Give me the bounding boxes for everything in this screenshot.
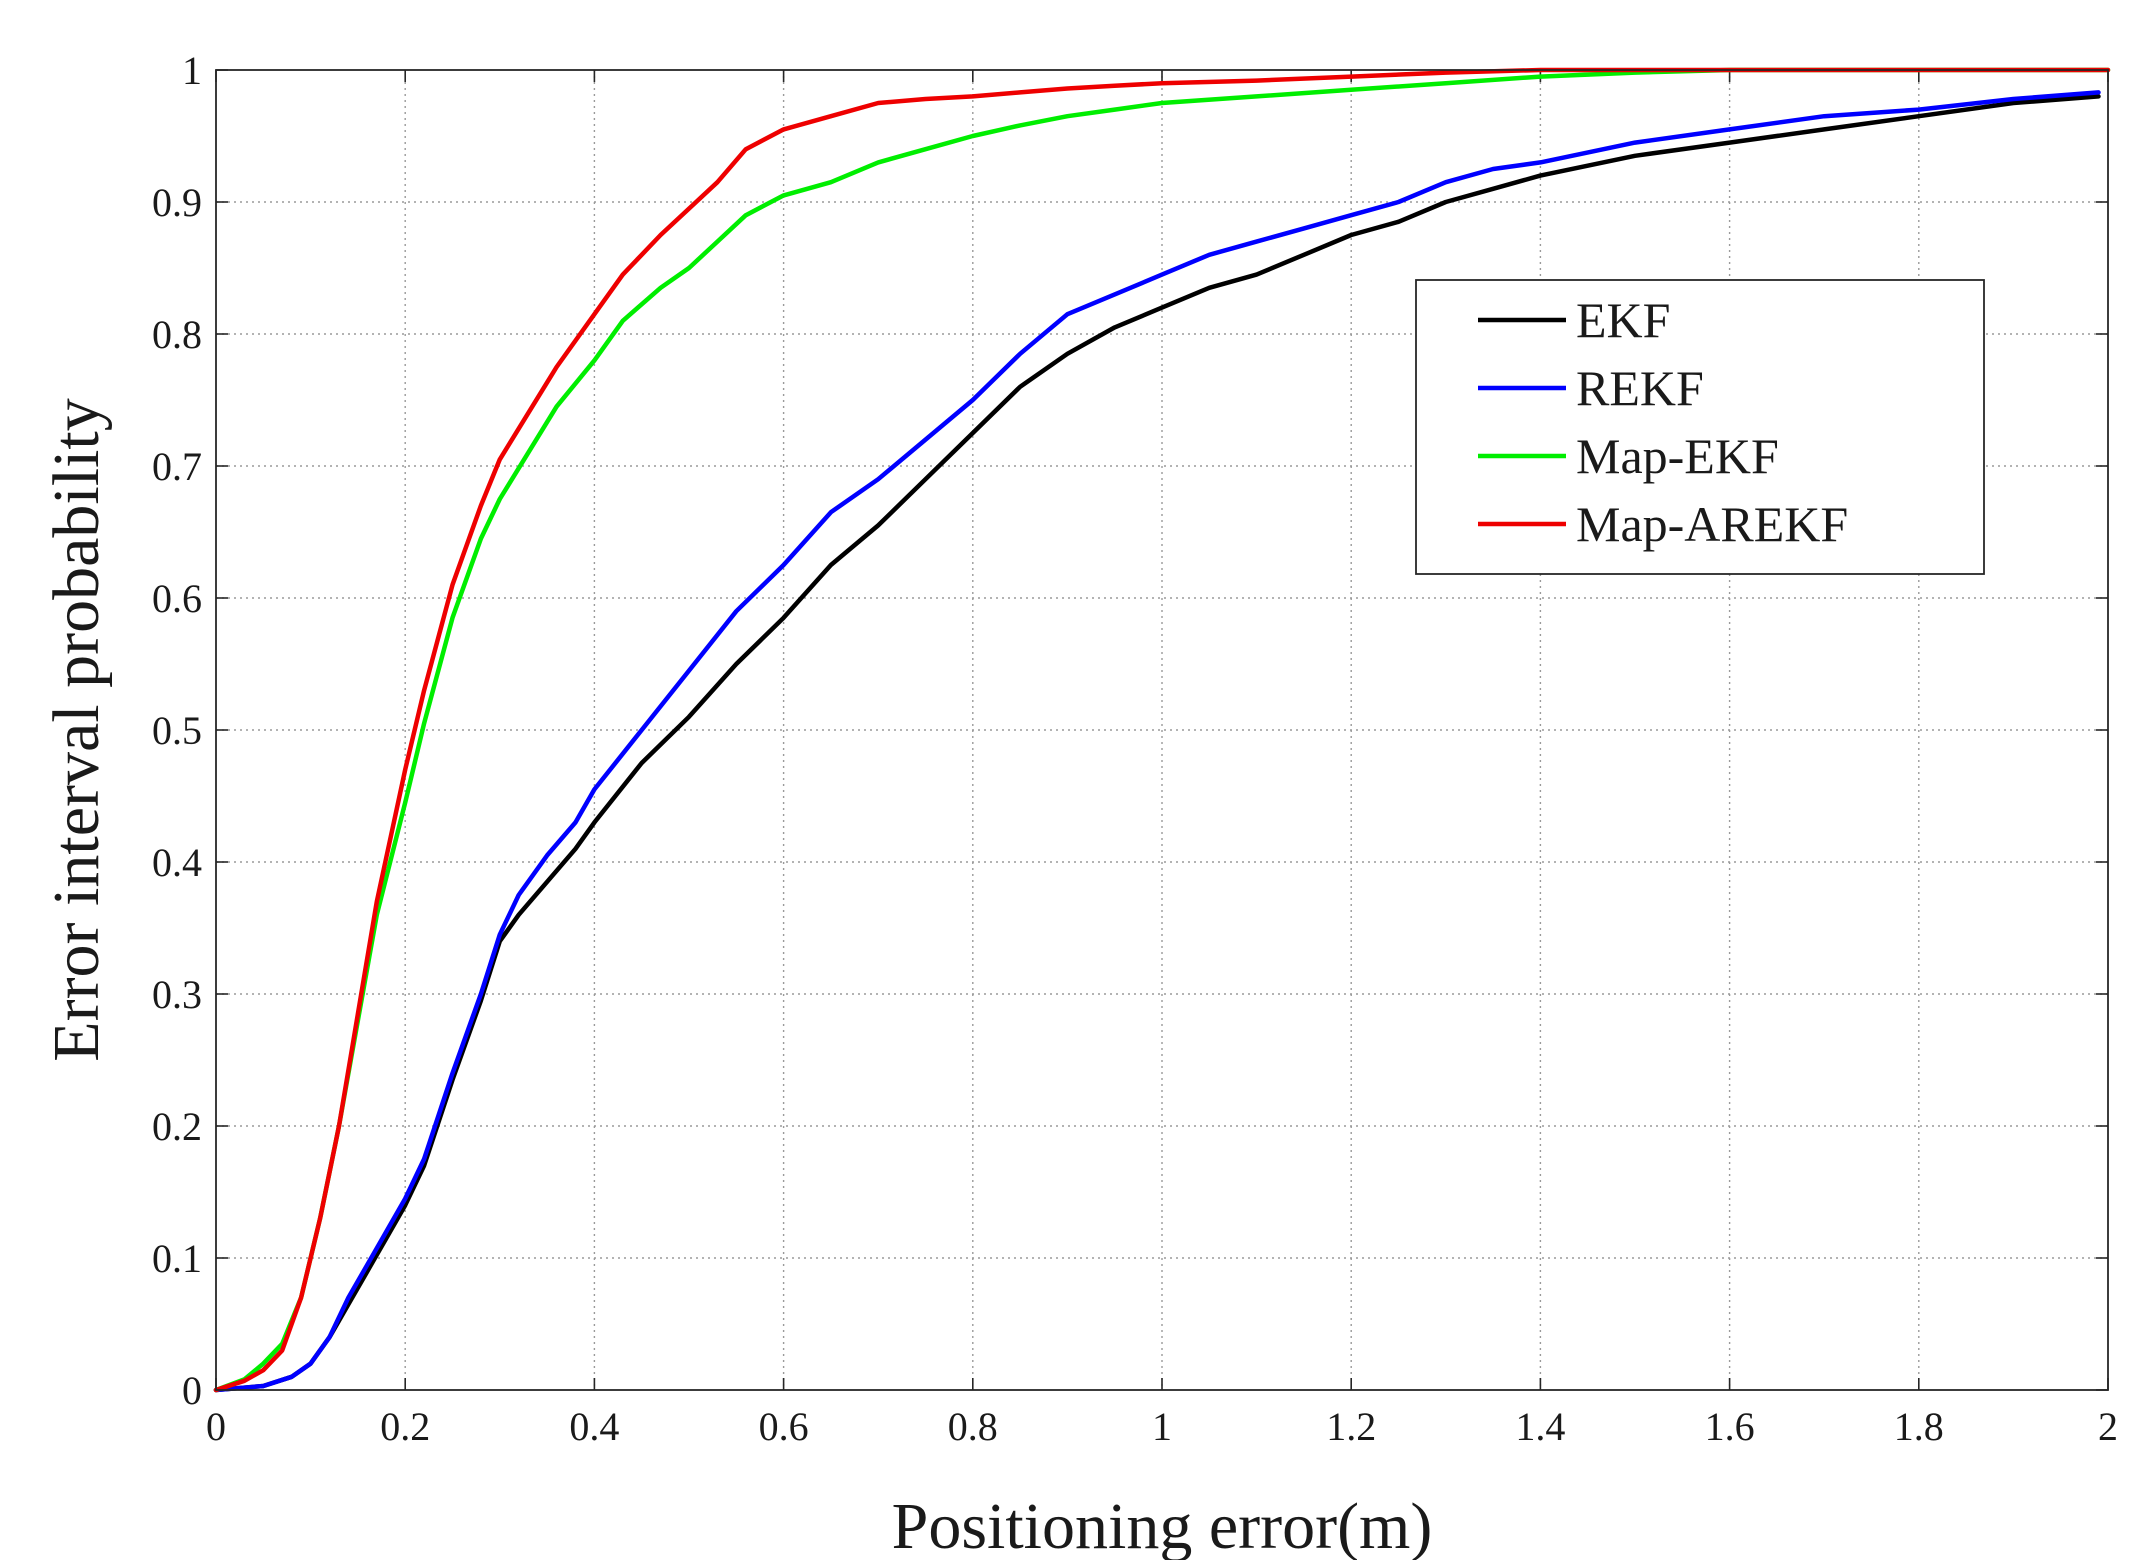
y-tick-label: 0.3 — [152, 972, 202, 1017]
y-tick-label: 0.5 — [152, 708, 202, 753]
legend-label-map-arekf: Map-AREKF — [1576, 496, 1848, 552]
y-tick-label: 0.8 — [152, 312, 202, 357]
y-tick-label: 0.9 — [152, 180, 202, 225]
grid-lines — [216, 70, 2108, 1390]
x-tick-label: 0.2 — [380, 1404, 430, 1449]
x-tick-label: 1.6 — [1705, 1404, 1755, 1449]
x-tick-label: 1.2 — [1326, 1404, 1376, 1449]
y-tick-label: 0.1 — [152, 1236, 202, 1281]
legend-label-rekf: REKF — [1576, 360, 1704, 416]
series-line-rekf — [213, 90, 2101, 1393]
x-axis-title: Positioning error(m) — [892, 1490, 1433, 1560]
tick-marks — [215, 69, 2109, 1391]
x-tick-label: 0 — [206, 1404, 226, 1449]
series-line-ekf — [213, 94, 2101, 1393]
x-tick-label: 1 — [1152, 1404, 1172, 1449]
x-tick-label: 2 — [2098, 1404, 2118, 1449]
x-tick-label: 0.6 — [759, 1404, 809, 1449]
series-layer — [213, 67, 2111, 1393]
y-tick-labels: 0 0.1 0.2 0.3 0.4 0.5 0.6 0.7 0.8 0.9 1 — [152, 48, 202, 1413]
x-tick-label: 0.8 — [948, 1404, 998, 1449]
y-tick-label: 0 — [182, 1368, 202, 1413]
x-tick-label: 0.4 — [569, 1404, 619, 1449]
x-tick-label: 1.4 — [1515, 1404, 1565, 1449]
y-tick-label: 0.7 — [152, 444, 202, 489]
y-tick-label: 1 — [182, 48, 202, 93]
y-tick-label: 0.4 — [152, 840, 202, 885]
x-tick-label: 1.8 — [1894, 1404, 1944, 1449]
series-line-map-arekf — [213, 67, 2111, 1393]
y-axis-title: Error interval probability — [40, 398, 113, 1061]
legend-label-ekf: EKF — [1576, 292, 1670, 348]
legend: EKF REKF Map-EKF Map-AREKF — [1415, 279, 1985, 575]
plot-frame — [215, 69, 2109, 1391]
y-tick-label: 0.6 — [152, 576, 202, 621]
x-tick-labels: 0 0.2 0.4 0.6 0.8 1 1.2 1.4 1.6 1.8 2 — [206, 1404, 2118, 1449]
legend-label-map-ekf: Map-EKF — [1576, 428, 1779, 484]
y-tick-label: 0.2 — [152, 1104, 202, 1149]
